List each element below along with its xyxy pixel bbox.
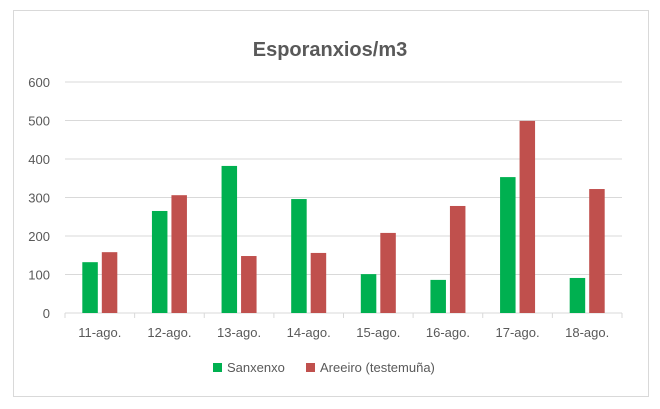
chart-title: Esporanxios/m3 (253, 39, 408, 61)
bar-areeiro (310, 252, 327, 313)
bar-areeiro (171, 195, 187, 313)
chart-frame (13, 10, 649, 397)
bar-sanxenxo (82, 262, 98, 313)
bar-areeiro (101, 252, 118, 313)
x-tick-label: 13-ago. (217, 325, 261, 340)
bar-sanxenxo (569, 277, 586, 313)
bar-sanxenxo (360, 274, 377, 313)
bar-sanxenxo (221, 165, 238, 313)
legend-label: Sanxenxo (227, 360, 285, 375)
bar-sanxenxo (151, 210, 168, 313)
bar-areeiro (241, 256, 257, 313)
y-tick-label: 300 (28, 191, 50, 206)
bar-sanxenxo (430, 279, 446, 313)
y-tick-label: 600 (28, 75, 50, 90)
x-tick-label: 18-ago. (565, 325, 609, 340)
bar-areeiro (380, 232, 396, 313)
x-tick-label: 15-ago. (356, 325, 400, 340)
legend-label: Areeiro (testemuña) (320, 360, 435, 375)
x-tick-label: 17-ago. (496, 325, 540, 340)
x-tick-label: 11-ago. (78, 325, 121, 340)
x-tick-label: 14-ago. (287, 325, 331, 340)
bar-areeiro (449, 205, 466, 313)
y-tick-label: 400 (28, 152, 50, 167)
legend-swatch (306, 363, 315, 372)
bar-sanxenxo (291, 199, 307, 313)
y-tick-label: 500 (28, 114, 50, 129)
bar-areeiro (519, 120, 536, 313)
legend-swatch (213, 363, 222, 372)
y-tick-label: 0 (43, 306, 50, 321)
bar-sanxenxo (500, 177, 516, 313)
x-tick-label: 12-ago. (147, 325, 191, 340)
y-tick-label: 200 (28, 229, 50, 244)
bar-areeiro (589, 189, 605, 313)
x-tick-label: 16-ago. (426, 325, 470, 340)
y-tick-label: 100 (28, 268, 50, 283)
